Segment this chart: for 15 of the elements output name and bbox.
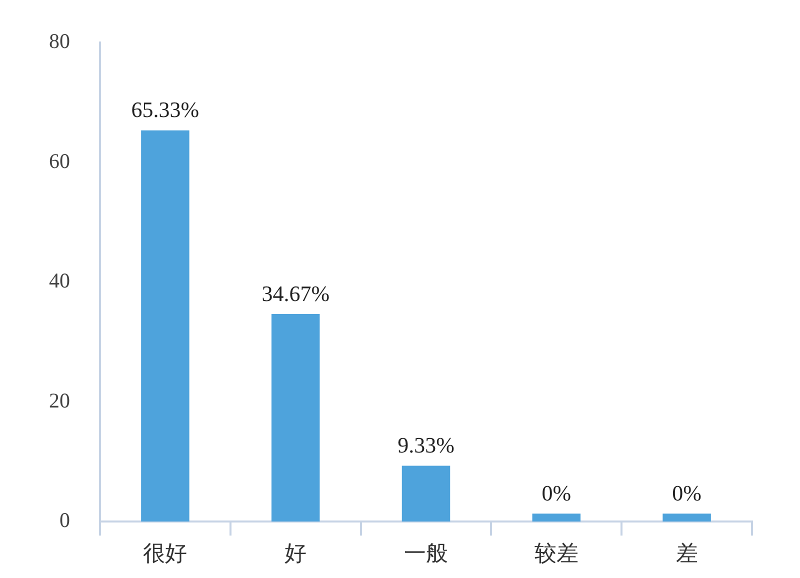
x-tick-label: 一般 (404, 542, 448, 567)
x-tick-label: 好 (284, 542, 307, 567)
x-tick-label: 差 (676, 542, 698, 567)
y-tick-label: 20 (49, 388, 70, 412)
y-tick-label: 80 (49, 29, 70, 54)
data-label: 0% (542, 480, 572, 506)
data-label: 65.33% (131, 97, 200, 122)
y-tick-label: 0 (60, 508, 70, 532)
x-tick-label: 较差 (534, 542, 578, 567)
data-label: 9.33% (398, 432, 454, 458)
data-label: 34.67% (262, 280, 330, 306)
y-tick-label: 60 (49, 148, 70, 173)
y-tick-label: 40 (49, 268, 70, 293)
x-tick-label: 很好 (143, 542, 188, 567)
data-label: 0% (672, 480, 702, 506)
